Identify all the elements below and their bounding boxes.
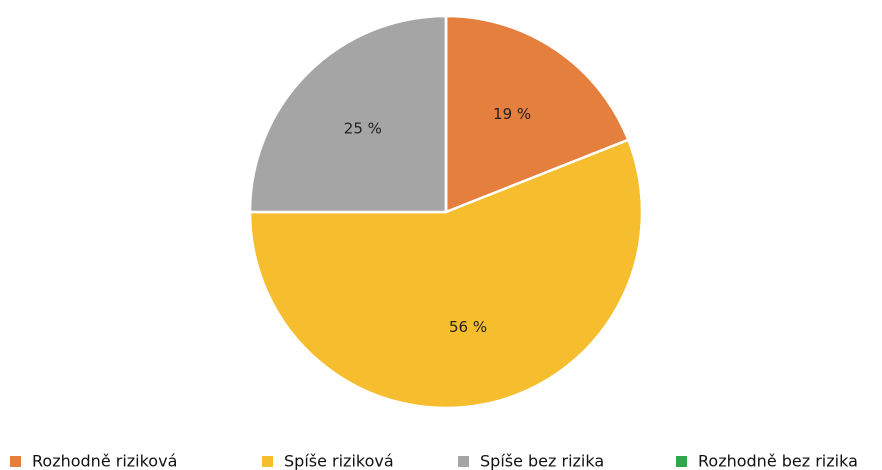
- legend-marker: [676, 456, 687, 467]
- data-label: 19 %: [493, 105, 531, 123]
- pie-slice: [444, 14, 630, 214]
- legend-marker: [262, 456, 273, 467]
- legend-label: Spíše bez rizika: [480, 452, 604, 470]
- pie-slice: [248, 14, 448, 214]
- data-label: 25 %: [344, 119, 382, 137]
- legend-label: Rozhodně bez rizika: [698, 452, 858, 470]
- legend-label: Spíše riziková: [284, 452, 394, 470]
- pie-slice: [248, 138, 644, 410]
- legend-marker: [458, 456, 469, 467]
- data-label: 56 %: [449, 318, 487, 336]
- legend-marker: [10, 456, 21, 467]
- legend-label: Rozhodně riziková: [32, 452, 177, 470]
